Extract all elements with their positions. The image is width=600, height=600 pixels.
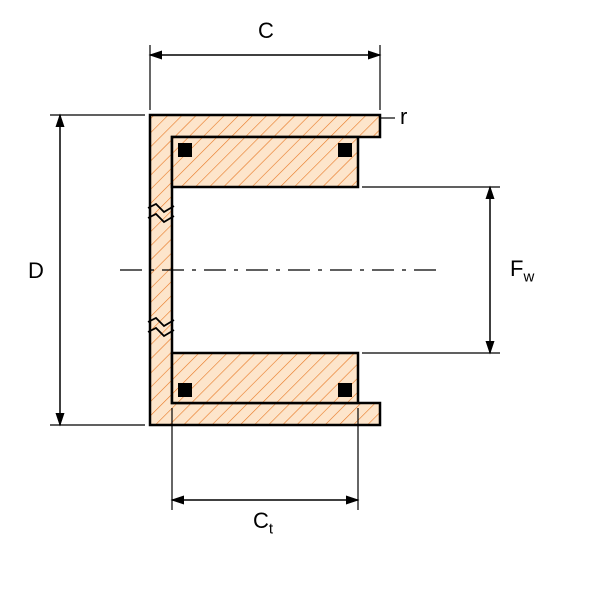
cage-block [338,143,352,157]
cage-block [338,383,352,397]
roller-bottom [172,353,358,403]
label-C: C [258,18,274,44]
cage-block [178,383,192,397]
label-D: D [28,258,44,284]
dim-C [150,45,380,110]
cage-block [178,143,192,157]
label-r: r [400,104,407,130]
label-Ct: Ct [253,508,273,537]
label-Fw: Fw [510,256,534,285]
roller-top [172,137,358,187]
